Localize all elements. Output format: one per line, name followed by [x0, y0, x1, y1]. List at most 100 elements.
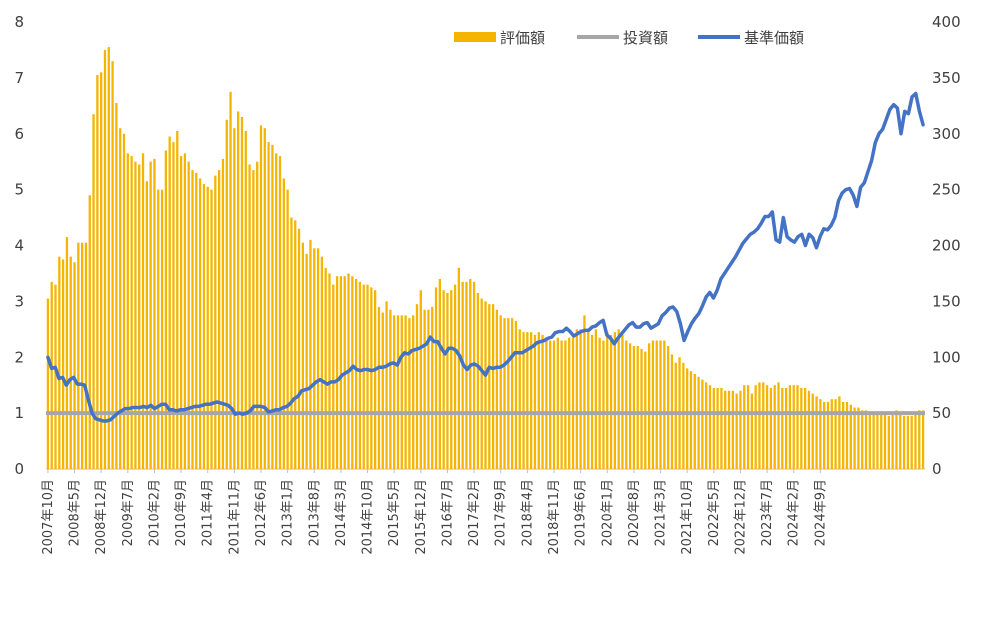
bar-valuation [450, 290, 453, 469]
bar-valuation [389, 309, 392, 469]
bar-valuation [370, 287, 373, 469]
bar-valuation [168, 136, 171, 470]
line-nav [46, 91, 925, 423]
x-tick-label: 2015年12月 [414, 479, 429, 555]
bar-valuation [252, 170, 255, 469]
legend-label-nav: 基準価額 [744, 29, 804, 47]
bar-valuation [762, 382, 765, 469]
bar-valuation [849, 404, 852, 469]
y-left-tick-label: 7 [14, 69, 24, 87]
bar-valuation [651, 340, 655, 469]
bar-valuation [765, 385, 769, 469]
bar-valuation [122, 133, 126, 469]
bar-valuation [880, 413, 883, 470]
bar-valuation [419, 290, 422, 469]
bar-valuation [784, 387, 788, 469]
bar-valuation [332, 284, 335, 469]
bar-valuation [693, 374, 696, 469]
bars-layer [46, 47, 925, 470]
legend-swatch-valuation [454, 32, 496, 42]
bar-valuation [214, 175, 217, 469]
bar-valuation [708, 385, 712, 469]
bar-valuation [902, 415, 906, 469]
bar-valuation [434, 287, 438, 469]
bar-valuation [61, 259, 65, 469]
bar-valuation [792, 385, 795, 469]
bar-valuation [431, 306, 434, 469]
bar-valuation [887, 415, 890, 469]
bar-valuation [514, 320, 518, 469]
legend: 評価額 投資額 基準価額 [454, 29, 804, 47]
bar-valuation [484, 301, 487, 470]
bar-valuation [480, 298, 483, 469]
bar-valuation [834, 399, 837, 469]
bar-valuation [130, 156, 133, 469]
bar-valuation [594, 329, 597, 469]
bar-valuation [438, 279, 441, 469]
bar-valuation [891, 413, 894, 470]
bar-valuation [100, 72, 103, 469]
bar-valuation [457, 267, 460, 469]
bar-valuation [358, 281, 362, 469]
bar-valuation [316, 248, 320, 469]
bar-valuation [400, 315, 403, 469]
bar-valuation [229, 91, 232, 469]
bar-valuation [377, 306, 381, 469]
ticks-layer: 0 1 2 3 4 5 6 7 8 0 50 100 150 200 250 300 350 400 2007年10… [14, 13, 960, 555]
bar-valuation [69, 256, 72, 469]
bar-valuation [366, 284, 369, 469]
bar-valuation [826, 401, 830, 469]
bar-valuation [206, 186, 209, 469]
bar-valuation [404, 315, 407, 469]
bar-valuation [393, 315, 396, 469]
bar-valuation [271, 144, 274, 469]
bar-valuation [415, 304, 419, 469]
bar-valuation [320, 256, 324, 469]
bar-valuation [735, 393, 738, 469]
bar-valuation [301, 242, 304, 469]
bar-valuation [305, 253, 308, 469]
bar-valuation [233, 128, 236, 469]
bar-valuation [575, 329, 578, 469]
x-tick-label: 2009年7月 [121, 479, 136, 546]
bar-valuation [773, 385, 776, 469]
bar-valuation [469, 279, 472, 469]
bar-valuation [187, 161, 190, 469]
x-tick-label: 2016年7月 [440, 479, 455, 546]
bar-valuation [921, 410, 925, 469]
bar-valuation [628, 343, 632, 469]
bar-valuation [81, 242, 84, 469]
bar-valuation [857, 407, 860, 469]
x-tick-label: 2014年10月 [361, 479, 376, 555]
bar-valuation [385, 301, 388, 470]
bar-valuation [237, 111, 240, 470]
x-tick-label: 2017年9月 [494, 479, 509, 546]
bar-valuation [472, 281, 476, 469]
bar-valuation [781, 387, 784, 469]
bar-valuation [499, 315, 502, 469]
bar-valuation [914, 413, 917, 470]
bar-valuation [157, 189, 160, 470]
bar-valuation [739, 390, 742, 469]
bar-valuation [58, 256, 61, 469]
y-left-tick-label: 6 [14, 125, 24, 143]
bar-valuation [910, 415, 913, 469]
x-tick-label: 2008年5月 [68, 479, 83, 546]
y-left-tick-label: 0 [14, 460, 24, 478]
bar-valuation [545, 337, 548, 469]
bar-valuation [503, 318, 506, 469]
bar-valuation [119, 128, 122, 469]
bar-valuation [324, 267, 327, 469]
x-tick-label: 2018年11月 [547, 479, 562, 555]
x-tick-label: 2014年3月 [334, 479, 349, 546]
bar-valuation [674, 362, 677, 469]
bar-valuation [830, 399, 833, 469]
bar-valuation [667, 346, 670, 469]
bar-valuation [682, 362, 685, 469]
y-left-tick-label: 8 [14, 13, 24, 31]
x-tick-label: 2024年2月 [787, 479, 802, 546]
bar-valuation [522, 332, 525, 469]
bar-valuation [149, 161, 152, 469]
bar-valuation [872, 413, 875, 470]
bar-valuation [647, 343, 651, 469]
